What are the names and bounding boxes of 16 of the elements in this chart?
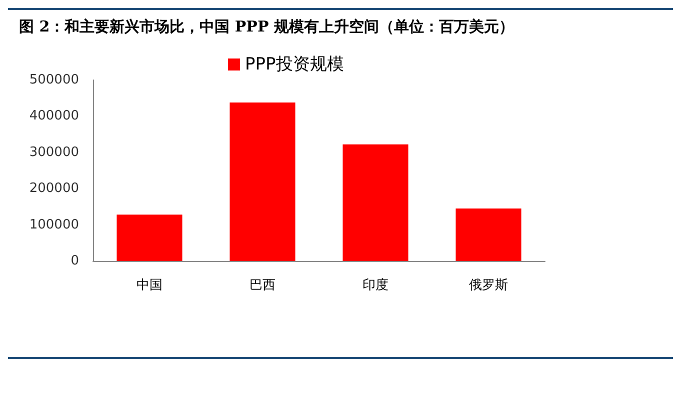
bar xyxy=(230,102,296,261)
x-tick-label: 印度 xyxy=(362,277,388,293)
x-tick-label: 巴西 xyxy=(250,278,276,293)
y-tick-label: 500000 xyxy=(29,72,79,88)
y-tick-label: 200000 xyxy=(29,181,79,196)
bar xyxy=(342,144,408,261)
y-tick-label: 100000 xyxy=(29,217,79,232)
chart-title: 图 2：和主要新兴市场比，中国 PPP 规模有上升空间（单位：百万美元） xyxy=(19,18,514,36)
y-tick-label: 0 xyxy=(70,254,79,268)
y-tick-label: 300000 xyxy=(29,144,79,160)
x-tick-label: 俄罗斯 xyxy=(469,278,508,293)
bar xyxy=(116,214,182,261)
legend-label: PPP投资规模 xyxy=(245,54,344,74)
x-tick-label: 中国 xyxy=(136,278,162,293)
y-tick-label: 400000 xyxy=(29,108,79,124)
bar xyxy=(456,208,522,261)
